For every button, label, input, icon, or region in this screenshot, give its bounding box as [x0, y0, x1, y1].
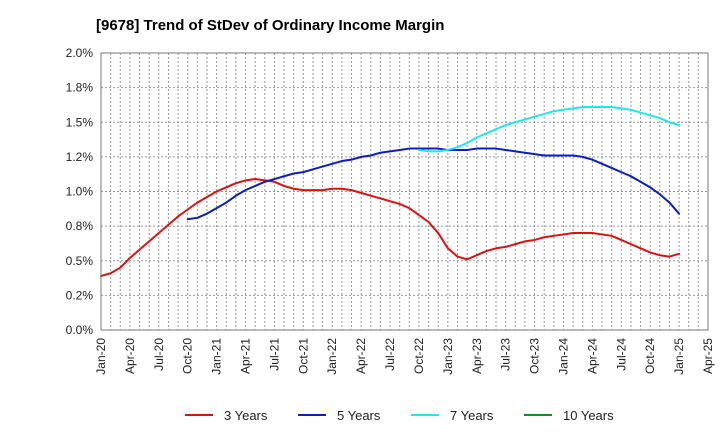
x-tick-label: Apr-24: [585, 338, 599, 374]
y-tick-label: 0.8%: [66, 219, 94, 233]
x-tick-label: Jan-21: [210, 338, 224, 375]
series-line-7-years: [417, 106, 681, 153]
legend-label: 3 Years: [224, 408, 268, 423]
x-tick-label: Jan-25: [672, 338, 686, 375]
y-tick-label: 1.2%: [66, 150, 94, 164]
x-tick-label: Oct-20: [181, 338, 195, 374]
y-axis-ticks: 0.0% 0.2% 0.5% 0.8% 1.0% 1.2% 1.5% 1.8% 2.0%: [66, 46, 94, 337]
x-tick-label: Apr-21: [239, 338, 253, 374]
x-tick-label: Oct-22: [412, 338, 426, 374]
series-lines: [100, 106, 681, 277]
x-tick-label: Oct-23: [528, 338, 542, 374]
y-tick-label: 0.5%: [66, 254, 94, 268]
x-tick-label: Jul-20: [152, 338, 166, 371]
y-tick-label: 1.0%: [66, 185, 94, 199]
x-tick-label: Jan-22: [325, 338, 339, 375]
grid: [101, 52, 708, 331]
x-tick-label: Apr-22: [354, 338, 368, 374]
x-tick-label: Apr-25: [701, 338, 715, 374]
x-axis-ticks: Jan-20 Apr-20 Jul-20 Oct-20 Jan-21 Apr-21 Jul-…: [94, 338, 715, 375]
legend-label: 5 Years: [337, 408, 381, 423]
x-tick-label: Oct-24: [643, 338, 657, 374]
series-line-5-years: [186, 147, 681, 221]
x-tick-label: Jan-24: [556, 338, 570, 375]
x-tick-label: Oct-21: [296, 338, 310, 374]
y-tick-label: 0.0%: [66, 323, 94, 337]
x-tick-label: Jul-22: [383, 338, 397, 371]
y-tick-label: 1.8%: [66, 81, 94, 95]
plot-frame: [100, 52, 709, 331]
x-tick-label: Jan-23: [441, 338, 455, 375]
x-tick-label: Jul-23: [499, 338, 513, 371]
y-tick-label: 2.0%: [66, 46, 94, 60]
legend-label: 10 Years: [563, 408, 614, 423]
series-line-3-years: [100, 178, 681, 277]
x-tick-label: Apr-20: [123, 338, 137, 374]
x-tick-label: Apr-23: [470, 338, 484, 374]
y-tick-label: 1.5%: [66, 115, 94, 129]
x-tick-label: Jul-24: [614, 338, 628, 371]
legend: 3 Years 5 Years 7 Years 10 Years: [185, 408, 614, 423]
legend-label: 7 Years: [450, 408, 494, 423]
x-tick-label: Jan-20: [94, 338, 108, 375]
chart-title: [9678] Trend of StDev of Ordinary Income…: [96, 17, 444, 34]
x-tick-label: Jul-21: [267, 338, 281, 371]
y-tick-label: 0.2%: [66, 288, 94, 302]
